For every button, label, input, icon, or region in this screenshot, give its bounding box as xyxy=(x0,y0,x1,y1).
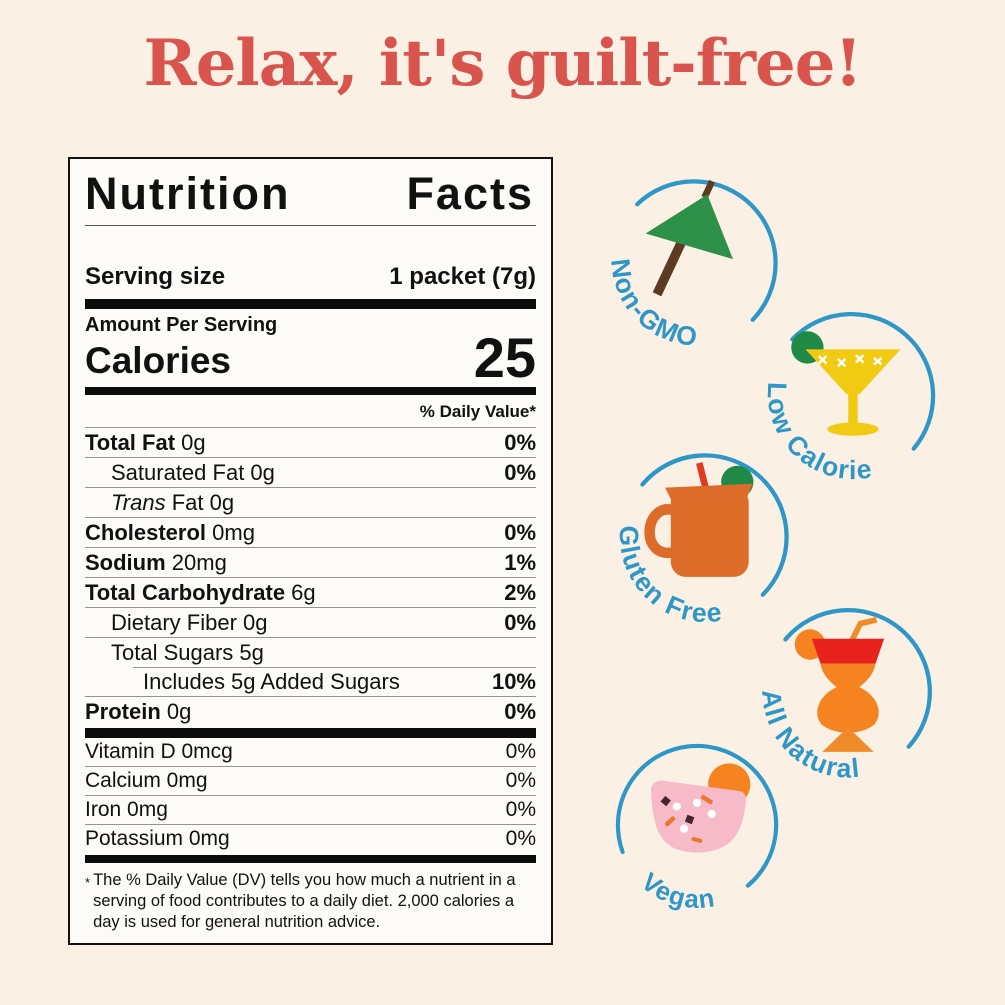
nutrition-facts-heading: Nutrition Facts xyxy=(85,167,536,225)
nutrient-row: Cholesterol 0mg 0% xyxy=(85,516,536,547)
nutrient-row: Trans Fat 0g xyxy=(85,486,536,517)
serving-size-value: 1 packet (7g) xyxy=(389,262,536,290)
nutrient-row: Total Fat 0g 0% xyxy=(85,429,536,455)
badge-label: Vegan xyxy=(636,868,716,914)
calories-value: 25 xyxy=(473,326,536,390)
nutrient-row: Includes 5g Added Sugars 10% xyxy=(85,666,536,696)
badge-ring xyxy=(615,743,779,888)
badge-ring xyxy=(640,453,789,597)
amount-per-serving-label: Amount Per Serving xyxy=(85,314,278,337)
badge-label: Non-GMO xyxy=(605,257,699,352)
calories-row: Calories 25 xyxy=(85,326,536,390)
nutrient-row: Sodium 20mg 1% xyxy=(85,546,536,577)
daily-value-header: % Daily Value* xyxy=(85,395,536,428)
vitamin-row: Iron 0mg 0% xyxy=(85,794,536,824)
serving-size-row: Serving size 1 packet (7g) xyxy=(85,261,536,299)
mule-mug-icon xyxy=(644,462,754,577)
svg-text:Vegan: Vegan xyxy=(636,868,718,914)
hurricane-cocktail-icon xyxy=(794,617,885,752)
vitamin-row: Potassium 0mg 0% xyxy=(85,823,536,853)
nutrient-row: Total Sugars 5g xyxy=(85,636,536,667)
cocktail-umbrella-icon xyxy=(645,179,733,297)
pink-drink-icon xyxy=(651,763,751,853)
margarita-glass-icon xyxy=(791,331,901,436)
footnote-text: The % Daily Value (DV) tells you how muc… xyxy=(93,871,516,931)
page-title: Relax, it's guilt-free! xyxy=(143,26,863,101)
badge-vegan: Vegan xyxy=(605,733,789,917)
nutrition-label: Nutrition Facts Serving size 1 packet (7… xyxy=(68,157,553,945)
nutrient-row: Protein 0g 0% xyxy=(85,695,536,726)
badge-ring xyxy=(635,179,778,322)
footnote: * The % Daily Value (DV) tells you how m… xyxy=(85,863,536,933)
thick-bar xyxy=(85,727,536,738)
divider xyxy=(85,225,536,226)
badge-all-natural: All Natural xyxy=(753,597,943,787)
vitamin-rows: Vitamin D 0mcg 0% Calcium 0mg 0% Iron 0mg 0% P… xyxy=(85,738,536,853)
medium-bar xyxy=(85,387,536,395)
svg-text:Non-GMO: Non-GMO xyxy=(605,257,700,352)
spacer xyxy=(85,226,536,261)
badge-ring xyxy=(790,311,936,451)
nutrient-row: Total Carbohydrate 6g 2% xyxy=(85,576,536,607)
facts-word: Facts xyxy=(406,168,534,219)
thick-bar xyxy=(85,854,536,863)
badge-non-gmo: Non-GMO xyxy=(600,167,790,357)
badge-ring xyxy=(783,608,932,749)
nutrition-word: Nutrition xyxy=(85,168,291,219)
vitamin-row: Calcium 0mg 0% xyxy=(85,765,536,795)
nutrient-row: Saturated Fat 0g 0% xyxy=(85,456,536,487)
thick-bar xyxy=(85,298,536,310)
vitamin-row: Vitamin D 0mcg 0% xyxy=(85,739,536,763)
nutrient-rows: Total Fat 0g 0% Saturated Fat 0g 0% Trans Fa… xyxy=(85,428,536,726)
calories-label: Calories xyxy=(85,340,232,382)
nutrient-row: Dietary Fiber 0g 0% xyxy=(85,606,536,637)
badge-gluten-free: Gluten Free xyxy=(610,442,800,632)
badge-low-calorie: Low Calorie xyxy=(758,299,948,489)
footnote-asterisk: * xyxy=(85,875,91,890)
serving-size-label: Serving size xyxy=(85,262,226,290)
